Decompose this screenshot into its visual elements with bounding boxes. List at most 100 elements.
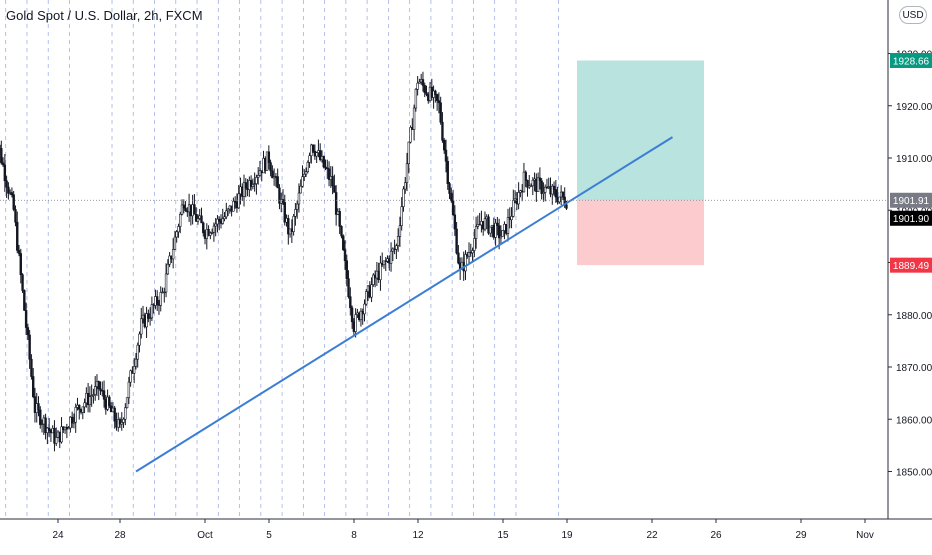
candle-body xyxy=(303,174,305,177)
candle-body xyxy=(31,359,33,376)
candle-body xyxy=(408,142,410,164)
candle-body xyxy=(222,219,224,224)
candle-body xyxy=(442,122,444,140)
candle-body xyxy=(270,163,272,171)
candle-body xyxy=(151,305,153,318)
candle-body xyxy=(256,177,258,183)
x-tick-label: 29 xyxy=(795,530,807,541)
candle-body xyxy=(140,319,142,334)
candle-body xyxy=(139,334,141,345)
stop-zone xyxy=(577,200,704,265)
candle-body xyxy=(293,216,295,231)
candle-body xyxy=(20,253,22,274)
x-tick-label: 15 xyxy=(497,530,509,541)
candle-body xyxy=(422,80,424,86)
candle-body xyxy=(539,178,541,181)
candle-body xyxy=(126,398,128,408)
candle-body xyxy=(300,186,302,193)
x-tick-label: 22 xyxy=(646,530,658,541)
target-zone xyxy=(577,61,704,201)
candle-body xyxy=(245,183,247,189)
position-zones xyxy=(577,61,704,266)
candle-body xyxy=(447,161,449,183)
candle-body xyxy=(406,164,408,183)
candle-body xyxy=(445,150,447,161)
stop-price-label: 1889.49 xyxy=(893,261,930,272)
candle-body xyxy=(346,261,348,279)
candle-body xyxy=(298,193,300,204)
candle-body xyxy=(364,304,366,314)
candle-body xyxy=(452,201,454,215)
candle-body xyxy=(197,219,199,222)
candle-body xyxy=(305,172,307,174)
candle-body xyxy=(438,101,440,103)
candle-body xyxy=(404,183,406,189)
candle-body xyxy=(23,290,25,310)
candle-body xyxy=(403,189,405,207)
candle-body xyxy=(511,216,513,219)
candle-body xyxy=(302,177,304,187)
candle-body xyxy=(457,253,459,263)
candle-body xyxy=(339,211,341,226)
y-tick-label: 1910.00 xyxy=(896,154,932,165)
candle-body xyxy=(15,209,17,222)
x-tick-label: 24 xyxy=(52,530,64,541)
candle-body xyxy=(401,207,403,226)
y-tick-label: 1920.00 xyxy=(896,102,932,113)
candle-body xyxy=(424,85,426,92)
candle-body xyxy=(484,219,486,229)
candle-body xyxy=(201,216,203,223)
candle-body xyxy=(185,208,187,211)
chart-title: Gold Spot / U.S. Dollar, 2h, FXCM xyxy=(6,8,203,23)
candle-body xyxy=(172,249,174,259)
candle-body xyxy=(502,231,504,237)
candle-body xyxy=(18,250,20,253)
x-tick-label: Oct xyxy=(197,530,213,541)
candle-body xyxy=(218,219,220,221)
candle-body xyxy=(443,140,445,150)
x-tick-label: 5 xyxy=(266,530,272,541)
candle-body xyxy=(89,397,91,405)
candle-body xyxy=(277,177,279,188)
candle-body xyxy=(332,176,334,185)
candle-body xyxy=(124,408,126,419)
x-tick-label: 12 xyxy=(412,530,424,541)
candle-body xyxy=(202,223,204,233)
candle-body xyxy=(29,335,31,359)
candle-body xyxy=(294,209,296,216)
candle-body xyxy=(342,236,344,250)
candle-body xyxy=(225,211,227,217)
candle-body xyxy=(108,397,110,406)
candle-body xyxy=(309,156,311,163)
y-tick-label: 1850.00 xyxy=(896,468,932,479)
candle-body xyxy=(78,405,80,409)
time-axis-bg xyxy=(0,519,932,550)
currency-button[interactable]: USD xyxy=(899,6,927,24)
candle-body xyxy=(489,227,491,233)
candle-body xyxy=(333,186,335,193)
candle-body xyxy=(178,227,180,232)
candle-body xyxy=(417,83,419,89)
candle-body xyxy=(348,279,350,297)
candle-body xyxy=(114,408,116,421)
candle-body xyxy=(449,184,451,194)
candle-body xyxy=(344,250,346,261)
candle-body xyxy=(454,215,456,229)
candle-body xyxy=(365,292,367,305)
candle-body xyxy=(156,297,158,305)
candle-body xyxy=(179,214,181,226)
candle-body xyxy=(135,359,137,366)
candle-body xyxy=(282,199,284,202)
candle-body xyxy=(553,186,555,189)
candle-body xyxy=(440,103,442,122)
candle-body xyxy=(434,91,436,94)
candle-body xyxy=(103,391,105,400)
candle-body xyxy=(349,297,351,308)
candle-body xyxy=(215,224,217,226)
candle-body xyxy=(94,387,96,395)
candle-body xyxy=(98,381,100,388)
candle-body xyxy=(128,382,130,398)
candle-body xyxy=(413,108,415,130)
